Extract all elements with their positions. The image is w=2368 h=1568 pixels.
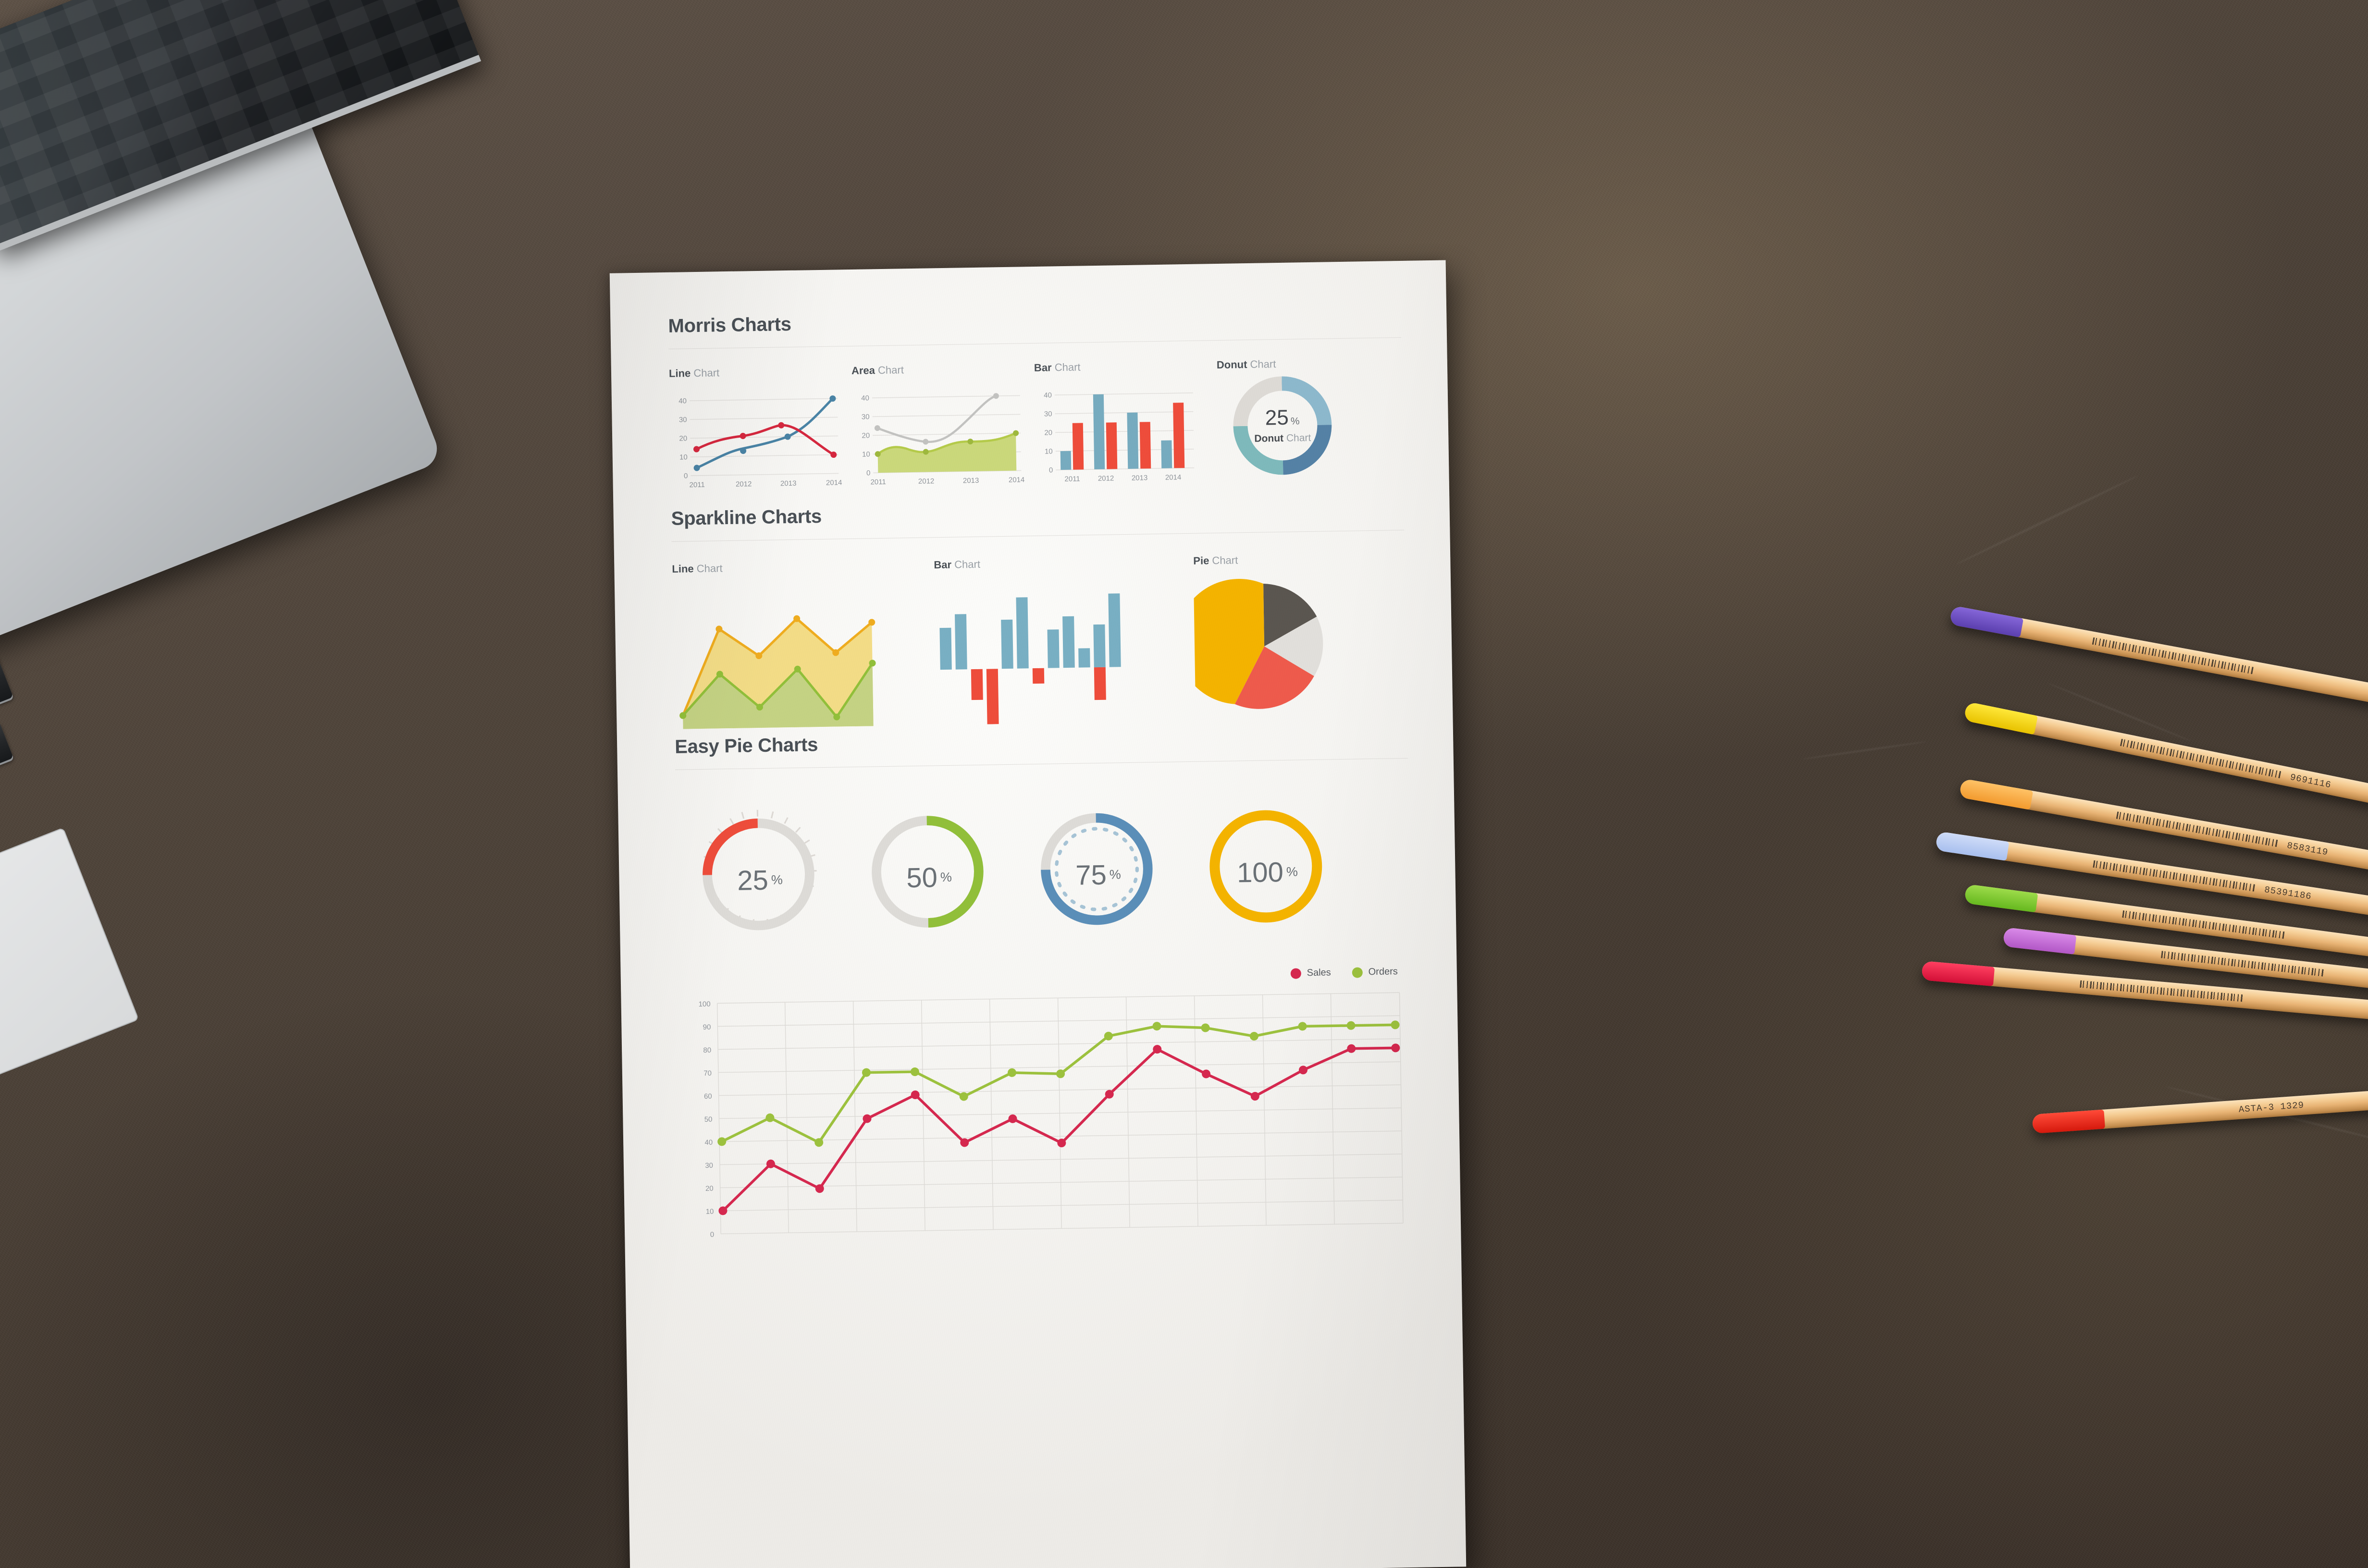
svg-text:10: 10 [706,1208,714,1216]
svg-text:30: 30 [1044,410,1052,418]
donut-center-label: Donut Chart [1254,432,1311,444]
easy-pie-chart-75: 75% [1028,801,1165,937]
svg-text:0: 0 [710,1231,715,1239]
section-title-sparkline: Sparkline Charts [671,505,822,529]
sparkline-pie-chart [1176,579,1323,709]
chart-subtitle-sparkline-line: Line Chart [672,562,723,575]
easy-pie-50-label: 50% [906,861,952,894]
morris-area-chart: 40 30 20 10 0 2011 [861,393,1025,487]
pencil-code: 85391186 [2263,884,2313,902]
pencil-code: 9691116 [2289,772,2332,791]
svg-text:2013: 2013 [963,477,979,485]
easy-pie-chart-25: 25% [690,806,826,943]
svg-text:20: 20 [862,431,870,440]
legend-label-sales: Sales [1307,967,1331,979]
svg-text:70: 70 [703,1069,712,1078]
svg-text:40: 40 [1044,391,1052,399]
svg-text:2012: 2012 [1098,474,1114,483]
donut-center-value: 25% [1265,405,1300,429]
pencil-code: ASTA-3 1329 [2238,1100,2305,1115]
svg-text:40: 40 [861,394,869,402]
easy-pie-50-ring [872,816,984,928]
morris-line-chart-panel: Line Chart 40 30 20 10 0 [669,365,853,496]
easy-pie-75-label: 75% [1075,859,1122,891]
legend-dot-orders [1352,967,1363,978]
svg-text:30: 30 [679,416,687,424]
svg-text:0: 0 [866,469,871,477]
svg-text:80: 80 [703,1046,711,1054]
morris-bar-chart: 40 30 20 10 0 2011 [1044,391,1195,484]
legend-item-orders[interactable]: Orders [1352,966,1398,978]
legend-label-orders: Orders [1368,966,1398,978]
easy-pie-25-ring [703,809,817,931]
chart-subtitle-bar: Bar Chart [1034,361,1081,374]
svg-text:2012: 2012 [918,477,935,486]
chart-subtitle-sparkline-pie: Pie Chart [1193,554,1238,567]
svg-text:0: 0 [684,472,688,480]
morris-donut-chart [1233,376,1332,475]
morris-bar-chart-panel: Bar Chart 40 30 20 10 0 [1034,359,1219,490]
pencil-code: 8583119 [2286,840,2329,858]
easy-pie-100-ring [1209,810,1322,923]
morris-area-chart-panel: Area Chart 40 30 20 10 0 [851,362,1036,493]
chart-subtitle-sparkline-bar: Bar Chart [934,558,981,571]
sparkline-pie-chart-panel: Pie Chart [1176,551,1407,723]
section-title-morris: Morris Charts [668,313,791,337]
svg-text:10: 10 [679,453,688,461]
svg-text:2011: 2011 [689,481,705,490]
svg-text:2013: 2013 [780,479,797,488]
key-arrow-right[interactable]: ▶ [0,721,13,777]
easy-pie-chart-100: 100% [1197,798,1334,934]
svg-text:2012: 2012 [736,480,752,489]
sparkline-line-chart [679,615,876,729]
easy-pie-chart-50: 50% [859,803,996,940]
svg-text:90: 90 [703,1023,711,1031]
section-divider [671,529,1405,542]
svg-text:60: 60 [704,1092,712,1101]
sparkline-bar-chart-panel: Bar Chart [934,555,1196,727]
easy-pie-100-label: 100% [1236,856,1298,888]
section-divider [668,337,1402,349]
svg-text:20: 20 [1044,429,1052,437]
svg-text:2011: 2011 [1064,475,1080,484]
legend-dot-sales [1290,968,1301,979]
svg-text:20: 20 [705,1185,714,1193]
svg-text:0: 0 [1049,466,1053,474]
svg-text:30: 30 [705,1162,713,1170]
easy-pie-75-ring [1041,813,1153,925]
svg-text:40: 40 [678,397,687,405]
svg-text:40: 40 [704,1139,713,1147]
easy-pie-25-label: 25% [737,864,783,896]
svg-text:2014: 2014 [1009,476,1025,484]
sparkline-bar-chart [939,593,1121,724]
chart-subtitle-area: Area Chart [851,364,904,377]
chart-subtitle-donut: Donut Chart [1216,358,1276,371]
svg-text:20: 20 [679,434,687,442]
morris-donut-chart-panel: Donut Chart 25% D [1217,356,1401,487]
svg-text:2014: 2014 [1165,473,1182,482]
svg-text:2013: 2013 [1132,474,1148,482]
sales-orders-chart-panel: Sales Orders [678,966,1416,1266]
sales-orders-line-chart: 100 90 80 70 60 50 40 30 20 10 0 [699,992,1404,1239]
sparkline-line-chart-panel: Line Chart [672,559,936,732]
svg-text:10: 10 [1045,447,1053,455]
legend-item-sales[interactable]: Sales [1290,967,1331,979]
printed-report-page[interactable]: Morris Charts Line Chart 40 30 [609,260,1467,1568]
svg-text:50: 50 [704,1115,713,1124]
chart-subtitle-line: Line Chart [668,367,720,380]
svg-text:2014: 2014 [826,478,842,487]
morris-line-chart: 40 30 20 10 0 2011 [678,395,842,490]
section-divider [675,758,1408,770]
svg-text:10: 10 [862,450,870,458]
svg-text:100: 100 [699,1000,711,1008]
svg-text:30: 30 [862,413,870,421]
svg-text:2011: 2011 [870,478,886,487]
